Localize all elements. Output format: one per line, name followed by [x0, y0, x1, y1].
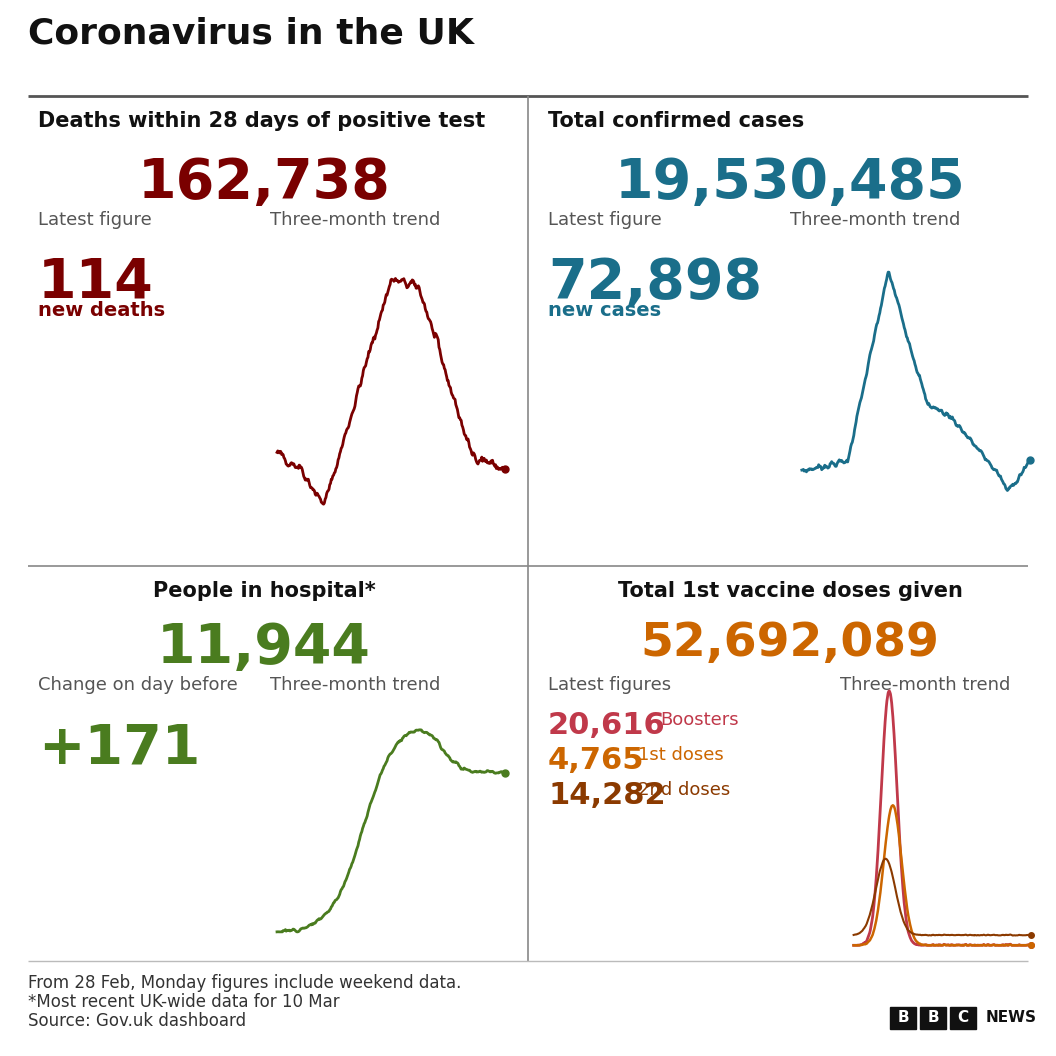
Text: Latest figure: Latest figure	[38, 211, 152, 229]
FancyBboxPatch shape	[890, 1007, 916, 1029]
Text: 4,765: 4,765	[548, 746, 644, 775]
Text: Three-month trend: Three-month trend	[270, 676, 440, 694]
Text: People in hospital*: People in hospital*	[153, 581, 375, 601]
Text: Source: Gov.uk dashboard: Source: Gov.uk dashboard	[29, 1012, 246, 1030]
Text: 1st doses: 1st doses	[638, 746, 723, 763]
Text: B: B	[927, 1011, 939, 1025]
Text: new cases: new cases	[548, 301, 661, 320]
Text: Three-month trend: Three-month trend	[270, 211, 440, 229]
Text: Latest figure: Latest figure	[548, 211, 662, 229]
Text: 11,944: 11,944	[157, 621, 371, 675]
Text: Latest figures: Latest figures	[548, 676, 672, 694]
Text: Coronavirus in the UK: Coronavirus in the UK	[29, 16, 474, 50]
Text: 72,898: 72,898	[548, 256, 762, 310]
Text: Deaths within 28 days of positive test: Deaths within 28 days of positive test	[38, 111, 486, 131]
Text: From 28 Feb, Monday figures include weekend data.: From 28 Feb, Monday figures include week…	[29, 974, 461, 992]
Text: NEWS: NEWS	[986, 1011, 1037, 1025]
FancyBboxPatch shape	[920, 1007, 946, 1029]
Text: C: C	[958, 1011, 968, 1025]
Text: Three-month trend: Three-month trend	[840, 676, 1011, 694]
Text: 19,530,485: 19,530,485	[615, 156, 965, 210]
Text: Total confirmed cases: Total confirmed cases	[548, 111, 805, 131]
Text: new deaths: new deaths	[38, 301, 165, 320]
Text: Three-month trend: Three-month trend	[790, 211, 960, 229]
Text: 14,282: 14,282	[548, 781, 665, 810]
Text: 114: 114	[38, 256, 154, 310]
Text: Change on day before: Change on day before	[38, 676, 238, 694]
Text: 162,738: 162,738	[137, 156, 391, 210]
Text: B: B	[898, 1011, 909, 1025]
Text: 2nd doses: 2nd doses	[638, 781, 731, 799]
Text: 20,616: 20,616	[548, 711, 665, 740]
Text: +171: +171	[38, 721, 201, 775]
Text: 52,692,089: 52,692,089	[641, 621, 940, 666]
Text: *Most recent UK-wide data for 10 Mar: *Most recent UK-wide data for 10 Mar	[29, 993, 340, 1011]
Text: Boosters: Boosters	[660, 711, 738, 729]
Text: Total 1st vaccine doses given: Total 1st vaccine doses given	[618, 581, 962, 601]
FancyBboxPatch shape	[950, 1007, 976, 1029]
